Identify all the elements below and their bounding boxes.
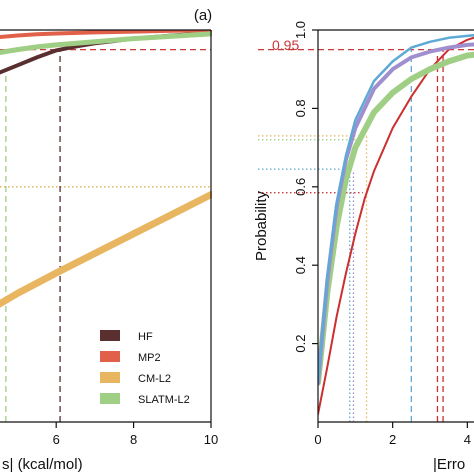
y-tick-label: 0.2 — [293, 335, 308, 353]
y-tick-label: 0.4 — [293, 256, 308, 274]
y-tick-label: 0.6 — [293, 178, 308, 196]
x-tick-label: 10 — [204, 432, 218, 447]
y-tick-label: 0.8 — [293, 99, 308, 117]
panel-b-x-axis-title: |Erro — [433, 456, 465, 473]
legend-swatch — [100, 393, 120, 404]
legend-swatch — [100, 351, 120, 362]
panel-b-series — [318, 33, 474, 416]
panel-a-x-axis-title: s| (kcal/mol) — [2, 456, 83, 473]
legend-swatch — [100, 372, 120, 383]
series-line-cm-l2 — [0, 191, 212, 308]
legend-swatch — [100, 330, 120, 341]
x-tick-label: 8 — [130, 432, 137, 447]
series-line-mp2 — [0, 30, 212, 39]
panel-a-x-ticks: 6 8 10 — [53, 422, 218, 447]
x-tick-label: 0 — [314, 432, 321, 447]
x-tick-label: 6 — [53, 432, 60, 447]
series-line-1 — [318, 51, 474, 386]
panel-a-label: (a) — [194, 7, 212, 24]
panel-b-y-axis-title: Probability — [253, 190, 270, 261]
legend-label: HF — [138, 331, 153, 343]
panel-a: 6 8 10 (a) s| (kcal/mol) HF MP2 CM-L2 SLATM-L… — [0, 7, 218, 473]
panel-a-reference-lines — [0, 48, 211, 422]
series-line-3 — [318, 33, 474, 385]
legend-label: SLATM-L2 — [138, 394, 190, 406]
y-tick-label: 1.0 — [293, 21, 308, 39]
x-tick-label: 2 — [389, 432, 396, 447]
panel-b-ticks: 0 2 4 0.2 0.4 0.6 0.8 1.0 — [293, 21, 471, 447]
panel-b: 0 2 4 0.2 0.4 0.6 0.8 1.0 0.95 Probability |Err… — [253, 21, 474, 473]
x-tick-label: 4 — [464, 432, 471, 447]
legend-label: CM-L2 — [138, 373, 171, 385]
legend-label: MP2 — [138, 352, 161, 364]
panel-a-series — [0, 30, 212, 308]
panel-a-legend: HF MP2 CM-L2 SLATM-L2 — [100, 330, 190, 406]
panel-b-reference-label: 0.95 — [272, 37, 299, 53]
series-line-slatm-l2 — [0, 31, 212, 55]
